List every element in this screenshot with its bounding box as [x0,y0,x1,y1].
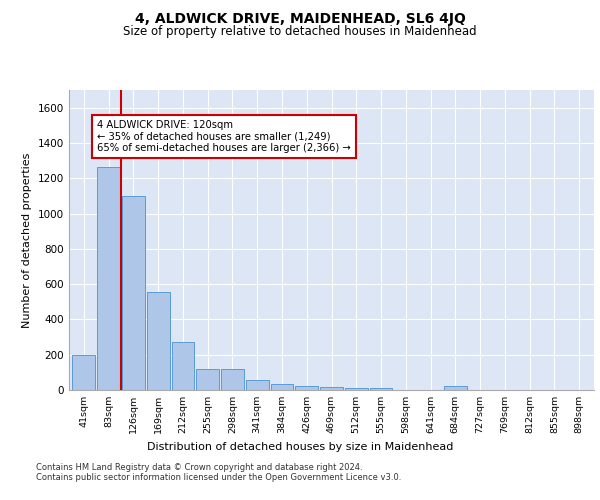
Bar [246,380,269,390]
Bar [147,292,170,390]
Bar [320,387,343,390]
Bar [345,388,368,390]
Text: Size of property relative to detached houses in Maidenhead: Size of property relative to detached ho… [123,25,477,38]
Bar [370,388,392,390]
Bar [196,369,219,390]
Text: 4, ALDWICK DRIVE, MAIDENHEAD, SL6 4JQ: 4, ALDWICK DRIVE, MAIDENHEAD, SL6 4JQ [134,12,466,26]
Y-axis label: Number of detached properties: Number of detached properties [22,152,32,328]
Text: Distribution of detached houses by size in Maidenhead: Distribution of detached houses by size … [147,442,453,452]
Text: Contains public sector information licensed under the Open Government Licence v3: Contains public sector information licen… [36,474,401,482]
Bar [271,384,293,390]
Bar [295,386,318,390]
Bar [122,196,145,390]
Bar [73,354,95,390]
Text: 4 ALDWICK DRIVE: 120sqm
← 35% of detached houses are smaller (1,249)
65% of semi: 4 ALDWICK DRIVE: 120sqm ← 35% of detache… [97,120,351,153]
Bar [221,369,244,390]
Text: Contains HM Land Registry data © Crown copyright and database right 2024.: Contains HM Land Registry data © Crown c… [36,464,362,472]
Bar [172,342,194,390]
Bar [97,167,120,390]
Bar [444,386,467,390]
